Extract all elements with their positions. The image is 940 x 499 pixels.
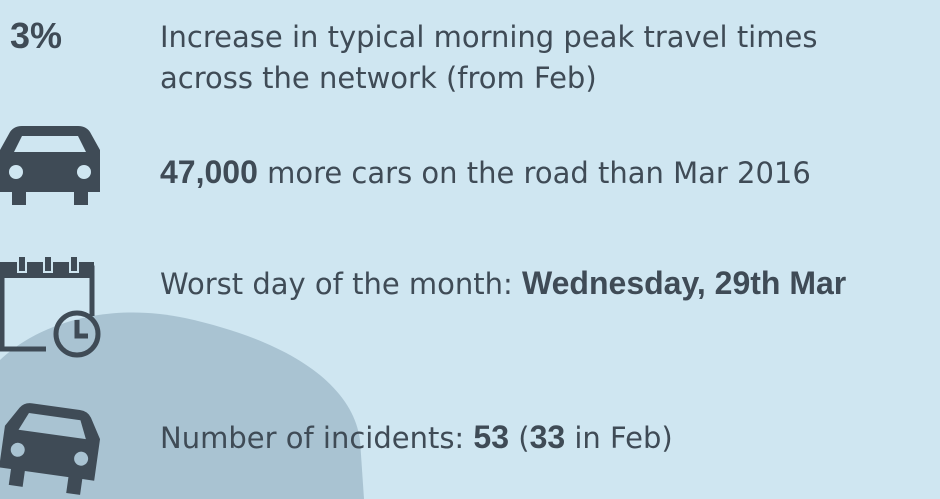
car-front-icon	[0, 126, 100, 205]
stat-row: Number of incidents: 53 (33 in Feb)	[160, 417, 673, 458]
stat-text: Worst day of the month:	[160, 267, 522, 301]
stat-text: Number of incidents:	[160, 421, 474, 455]
stat-text: Increase in typical morning peak travel …	[160, 20, 818, 54]
stat-text: in Feb)	[565, 421, 673, 455]
highlight-text: Wednesday, 29th Mar	[522, 265, 847, 301]
highlight-text: 47,000	[160, 154, 258, 190]
stat-figure: 3%	[10, 15, 63, 56]
stat-text: (	[509, 421, 530, 455]
highlight-text: 53	[473, 419, 510, 455]
stat-text: across the network (from Feb)	[160, 61, 597, 95]
stat-row: Worst day of the month: Wednesday, 29th …	[160, 263, 846, 304]
stat-text: more cars on the road than Mar 2016	[257, 156, 811, 190]
calendar-icon	[0, 255, 101, 358]
car-tilted-icon	[0, 403, 101, 495]
stat-row: 47,000 more cars on the road than Mar 20…	[160, 152, 811, 193]
highlight-text: 33	[529, 419, 566, 455]
